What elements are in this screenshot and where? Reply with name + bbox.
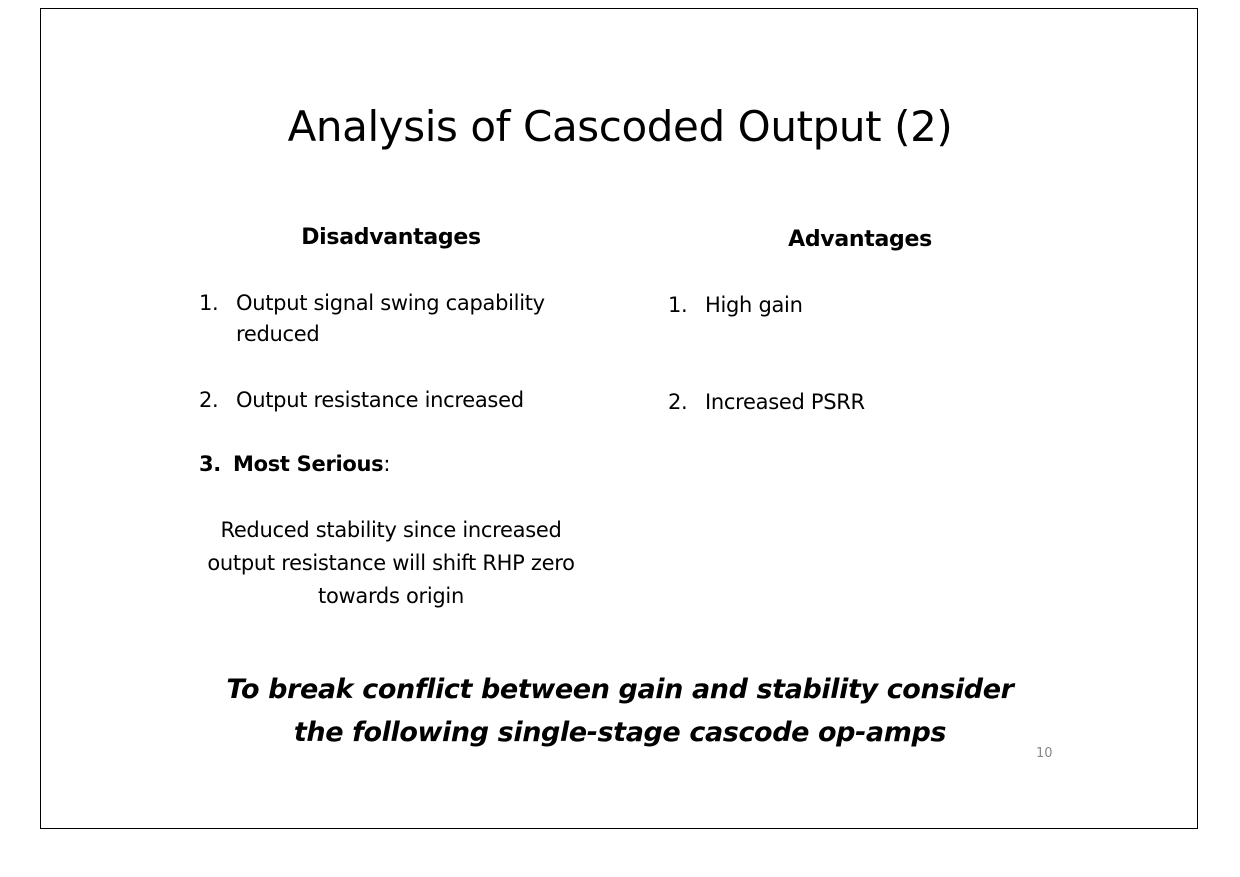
page-number: 10 — [1036, 746, 1053, 761]
list-number: 2. — [668, 390, 688, 414]
most-serious-suffix: : — [383, 452, 391, 476]
advantage-item-2: 2. Increased PSRR — [668, 387, 1048, 419]
conclusion-body: To break conflict between gain and stabi… — [226, 674, 1014, 748]
most-serious-label: Most Serious — [233, 452, 384, 476]
conclusion-text: To break conflict between gain and stabi… — [0, 668, 1240, 754]
list-item-text: Increased PSRR — [705, 390, 865, 414]
list-number: 1. — [199, 291, 219, 315]
slide-title: Analysis of Cascoded Output (2) — [287, 102, 953, 151]
advantage-item-1: 1. High gain — [668, 290, 1048, 322]
list-item-text: Output signal swing capability reduced — [236, 291, 545, 346]
list-number: 1. — [668, 293, 688, 317]
list-item-text: Most Serious: — [233, 449, 533, 480]
most-serious-detail: Reduced stability since increased output… — [207, 518, 575, 608]
list-item-text: Output resistance increased — [236, 388, 524, 412]
advantages-heading: Advantages — [788, 227, 932, 252]
list-item-text: High gain — [705, 293, 803, 317]
disadvantage-item-2: 2. Output resistance increased — [199, 385, 579, 417]
disadvantages-heading: Disadvantages — [301, 225, 481, 250]
disadvantage-item-1: 1. Output signal swing capability reduce… — [199, 288, 579, 352]
list-number: 2. — [199, 388, 219, 412]
disadvantage-item-3: 3. Most Serious: — [199, 449, 579, 481]
slide-frame — [40, 8, 1198, 829]
list-number: 3. — [199, 452, 221, 476]
